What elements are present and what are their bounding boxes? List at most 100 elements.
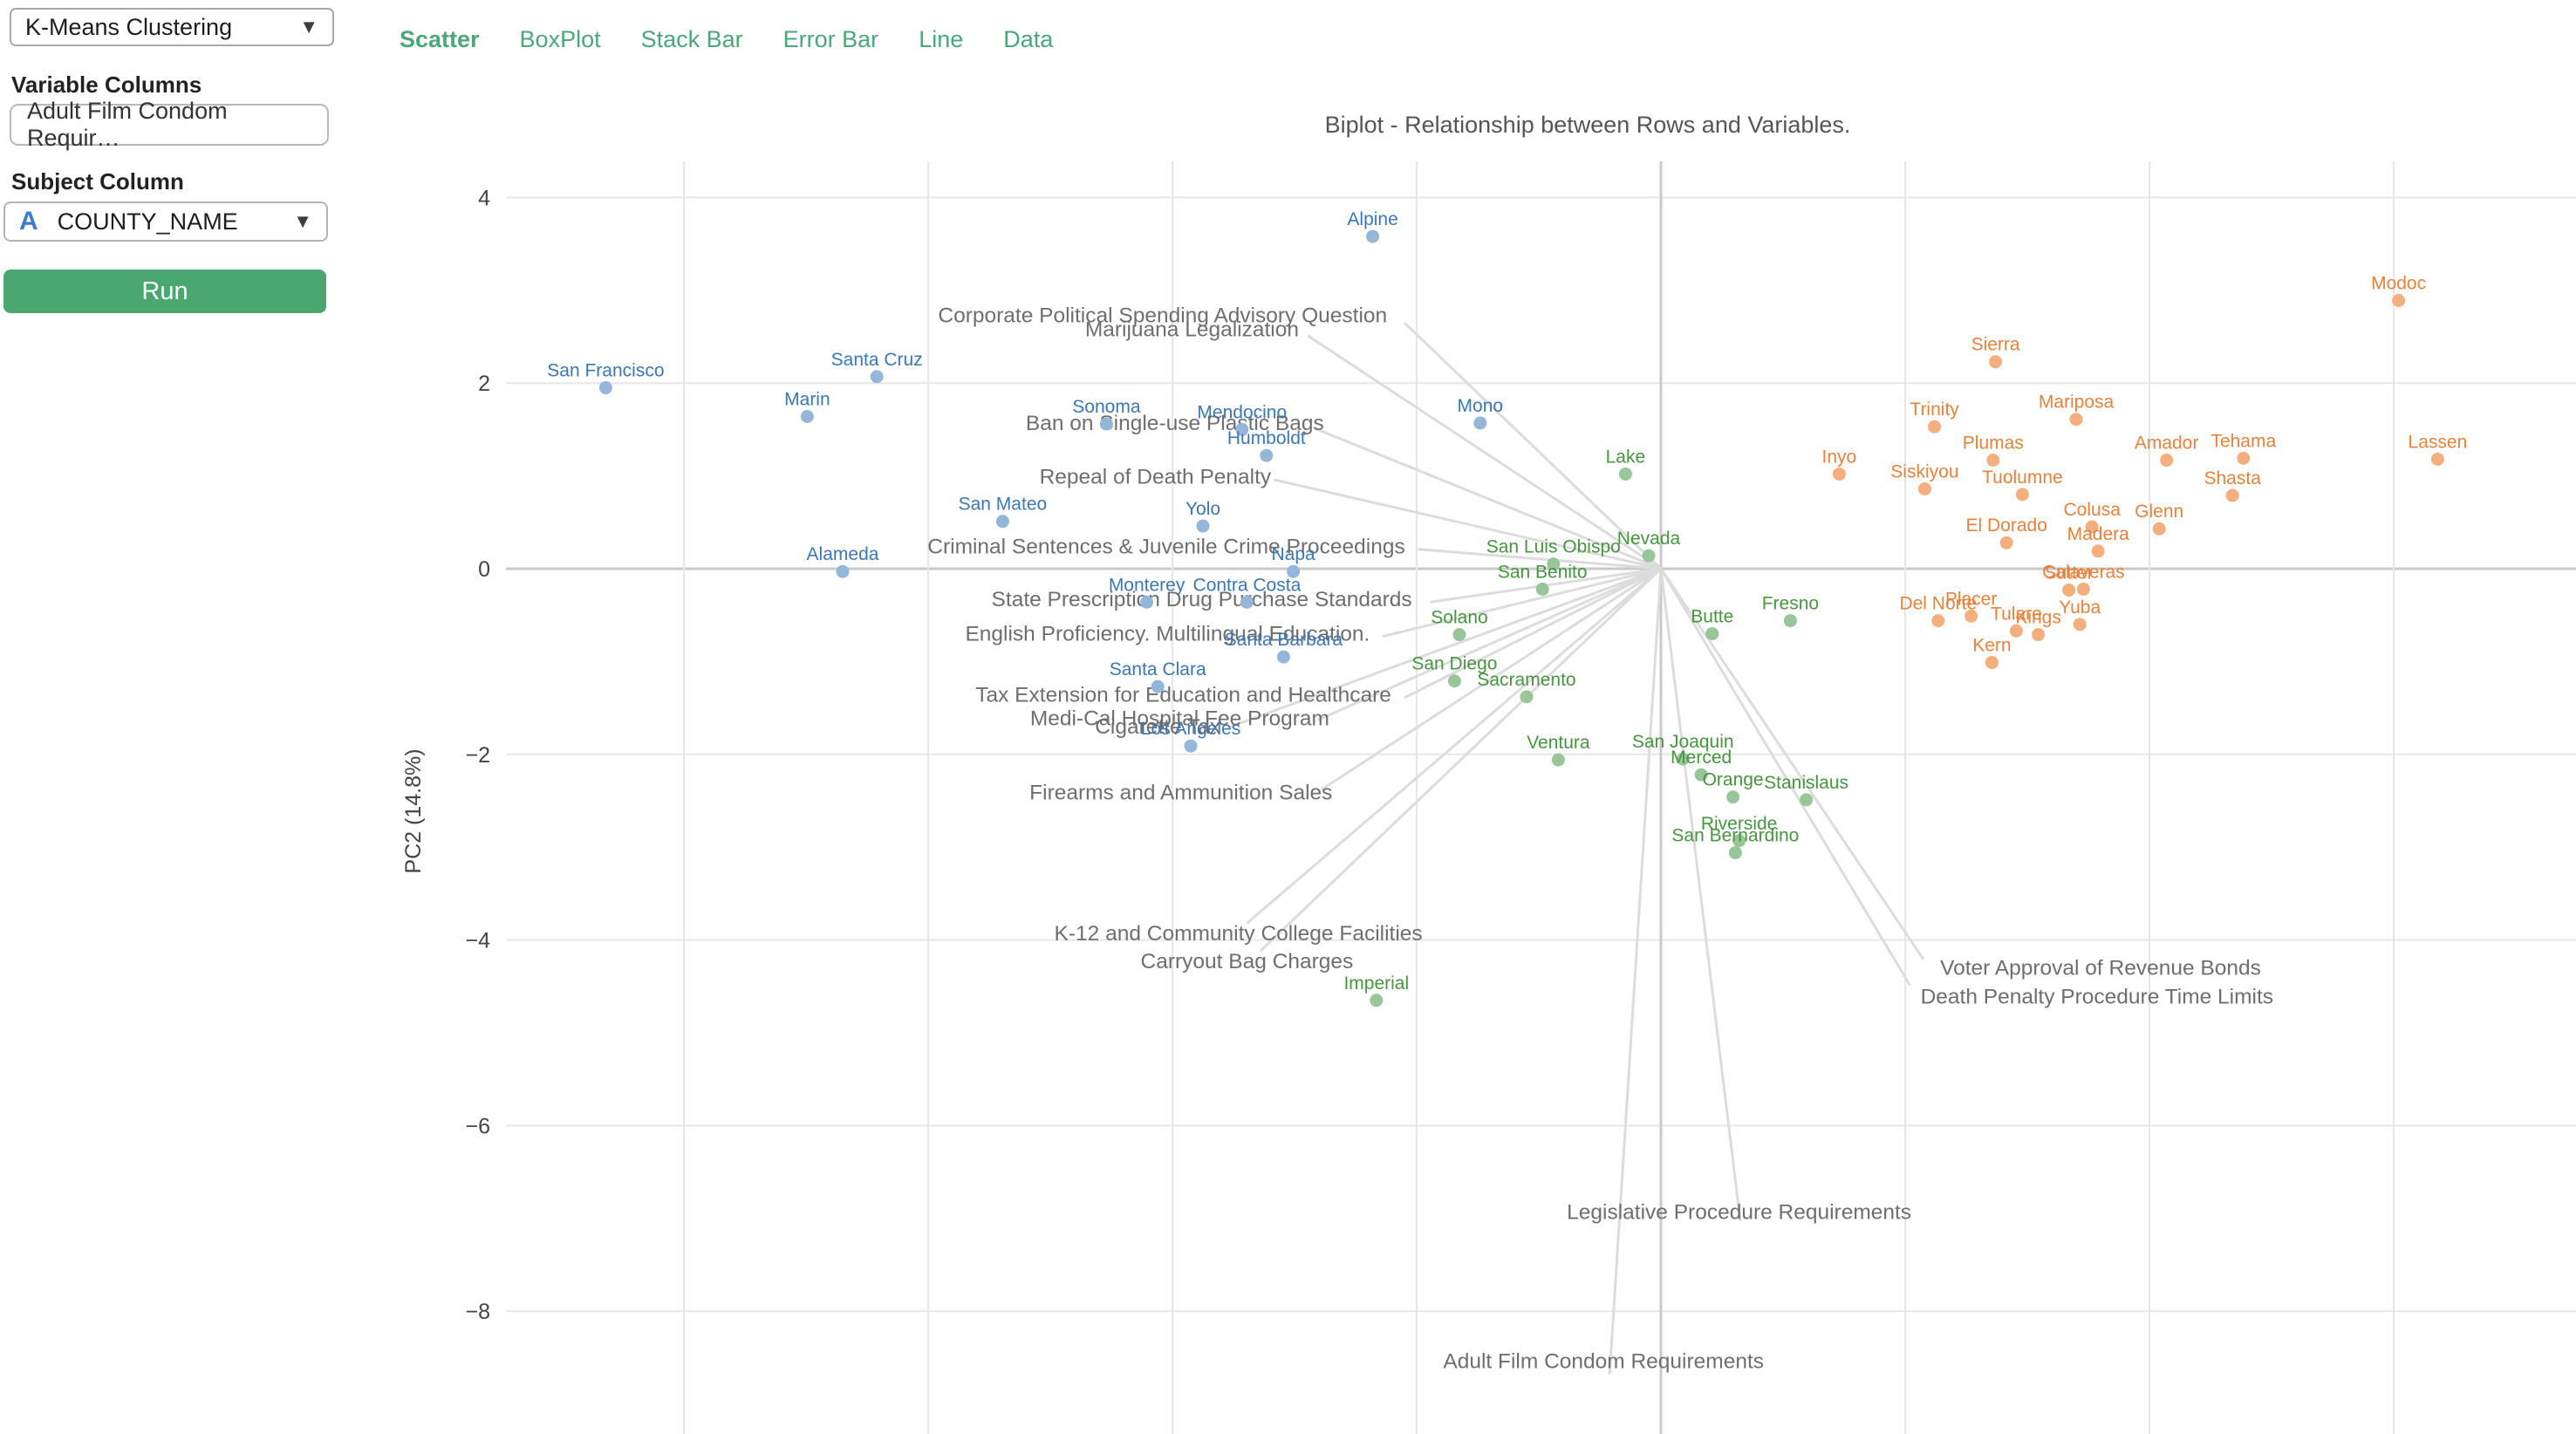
algorithm-select[interactable]: K-Means Clustering ▼ — [10, 8, 334, 46]
data-point-mono[interactable] — [1473, 416, 1487, 430]
y-tick-label: 0 — [478, 557, 490, 582]
data-point-tulare[interactable] — [2009, 624, 2023, 638]
data-point-san-diego[interactable] — [1447, 674, 1461, 688]
data-point-shasta[interactable] — [2225, 488, 2239, 502]
data-point-marin[interactable] — [800, 410, 814, 424]
tab-line[interactable]: Line — [919, 26, 964, 52]
loading-vector-line — [1659, 568, 1742, 1222]
data-point-label: Marin — [784, 390, 830, 410]
data-point-mariposa[interactable] — [2069, 413, 2083, 427]
data-point-glenn[interactable] — [2152, 522, 2166, 536]
data-point-fresno[interactable] — [1783, 614, 1797, 628]
data-point-label: Ventura — [1527, 733, 1590, 753]
chevron-down-icon: ▼ — [293, 210, 312, 232]
data-point-santa-cruz[interactable] — [870, 370, 884, 384]
tab-data[interactable]: Data — [1003, 26, 1054, 52]
data-point-imperial[interactable] — [1370, 994, 1384, 1007]
data-point-sierra[interactable] — [1989, 355, 2003, 369]
subject-column-value: COUNTY_NAME — [57, 208, 238, 235]
data-point-tehama[interactable] — [2237, 451, 2251, 465]
data-point-label: Solano — [1431, 608, 1487, 628]
loading-vector-label: Repeal of Death Penalty — [1040, 466, 1272, 489]
data-point-sonoma[interactable] — [1099, 417, 1113, 431]
loading-vector-label: Legislative Procedure Requirements — [1567, 1200, 1911, 1224]
loading-vector-line — [1418, 548, 1662, 570]
data-point-alpine[interactable] — [1366, 229, 1380, 243]
tab-stack-bar[interactable]: Stack Bar — [640, 26, 743, 52]
data-point-placer[interactable] — [1964, 609, 1978, 623]
data-point-san-bernardino[interactable] — [1728, 846, 1742, 860]
loading-vector-label: K-12 and Community College Facilities — [1055, 922, 1423, 946]
data-point-solano[interactable] — [1452, 628, 1466, 642]
data-point-siskiyou[interactable] — [1917, 481, 1931, 495]
loading-vector-label: Cigarette Tax — [1095, 715, 1220, 739]
data-point-san-joaquin[interactable] — [1676, 752, 1690, 766]
tab-scatter[interactable]: Scatter — [400, 26, 480, 52]
data-point-ventura[interactable] — [1551, 753, 1565, 767]
data-point-san-benito[interactable] — [1535, 582, 1549, 596]
subject-column-select[interactable]: A COUNTY_NAME ▼ — [3, 201, 328, 242]
chevron-down-icon: ▼ — [299, 16, 318, 38]
data-point-nevada[interactable] — [1642, 549, 1656, 563]
data-point-label: Amador — [2135, 434, 2199, 454]
data-point-yolo[interactable] — [1196, 519, 1210, 533]
loading-vector-line — [1608, 568, 1663, 1375]
data-point-label: Shasta — [2204, 468, 2262, 488]
data-point-lake[interactable] — [1618, 467, 1632, 481]
data-point-merced[interactable] — [1694, 768, 1708, 782]
data-point-napa[interactable] — [1287, 564, 1301, 578]
tab-error-bar[interactable]: Error Bar — [782, 26, 879, 52]
data-point-orange[interactable] — [1726, 790, 1740, 804]
data-point-madera[interactable] — [2091, 544, 2105, 558]
data-point-trinity[interactable] — [1928, 420, 1942, 434]
tab-boxplot[interactable]: BoxPlot — [519, 26, 601, 52]
data-point-calaveras[interactable] — [2076, 582, 2090, 596]
run-button[interactable]: Run — [3, 270, 326, 313]
data-point-contra-costa[interactable] — [1240, 595, 1254, 609]
data-point-stanislaus[interactable] — [1800, 793, 1814, 807]
data-point-label: Merced — [1671, 748, 1732, 768]
data-point-colusa[interactable] — [2085, 520, 2099, 534]
data-point-lassen[interactable] — [2430, 452, 2444, 466]
data-point-inyo[interactable] — [1832, 467, 1846, 481]
data-point-san-francisco[interactable] — [598, 381, 612, 395]
data-point-los-angeles[interactable] — [1184, 739, 1198, 753]
loading-vector-line — [1659, 568, 1911, 987]
data-point-santa-barbara[interactable] — [1276, 650, 1290, 664]
data-point-label: Trinity — [1910, 399, 1959, 420]
data-point-sacramento[interactable] — [1520, 690, 1534, 704]
data-point-riverside[interactable] — [1732, 834, 1746, 848]
data-point-mendocino[interactable] — [1235, 422, 1249, 436]
data-point-alameda[interactable] — [836, 564, 850, 578]
data-point-tuolumne[interactable] — [2015, 488, 2029, 502]
variable-columns-input[interactable]: Adult Film Condom Requir… — [10, 98, 329, 151]
data-point-butte[interactable] — [1705, 626, 1719, 640]
data-point-kings[interactable] — [2032, 628, 2046, 642]
data-point-modoc[interactable] — [2392, 294, 2406, 308]
data-point-san-luis-obispo[interactable] — [1547, 557, 1561, 571]
data-point-del-norte[interactable] — [1931, 614, 1945, 628]
data-point-kern[interactable] — [1985, 655, 1999, 669]
data-point-label: Stanislaus — [1764, 773, 1848, 793]
text-type-icon: A — [19, 207, 38, 236]
data-point-monterey[interactable] — [1140, 595, 1154, 609]
data-point-yuba[interactable] — [2073, 618, 2087, 632]
data-point-label: Mariposa — [2039, 393, 2115, 413]
data-point-label: Santa Clara — [1110, 659, 1206, 679]
loading-vector-line — [1403, 321, 1663, 570]
data-point-santa-clara[interactable] — [1151, 679, 1165, 693]
loading-vector-line — [1273, 478, 1662, 570]
chart-type-tabs: Scatter BoxPlot Stack Bar Error Bar Line Data — [400, 26, 1053, 53]
data-point-label: Santa Barbara — [1225, 630, 1343, 650]
data-point-label: Plumas — [1963, 434, 2024, 454]
data-point-label: Modoc — [2371, 274, 2426, 294]
data-point-sutter[interactable] — [2062, 583, 2076, 597]
variable-columns-value: Adult Film Condom Requir… — [27, 98, 228, 151]
data-point-san-mateo[interactable] — [995, 515, 1009, 529]
data-point-plumas[interactable] — [1986, 454, 2000, 468]
algorithm-select-value: K-Means Clustering — [25, 13, 233, 40]
data-point-amador[interactable] — [2160, 454, 2174, 468]
data-point-el-dorado[interactable] — [1999, 536, 2013, 550]
y-tick-label: 4 — [478, 186, 490, 210]
data-point-humboldt[interactable] — [1260, 448, 1274, 462]
